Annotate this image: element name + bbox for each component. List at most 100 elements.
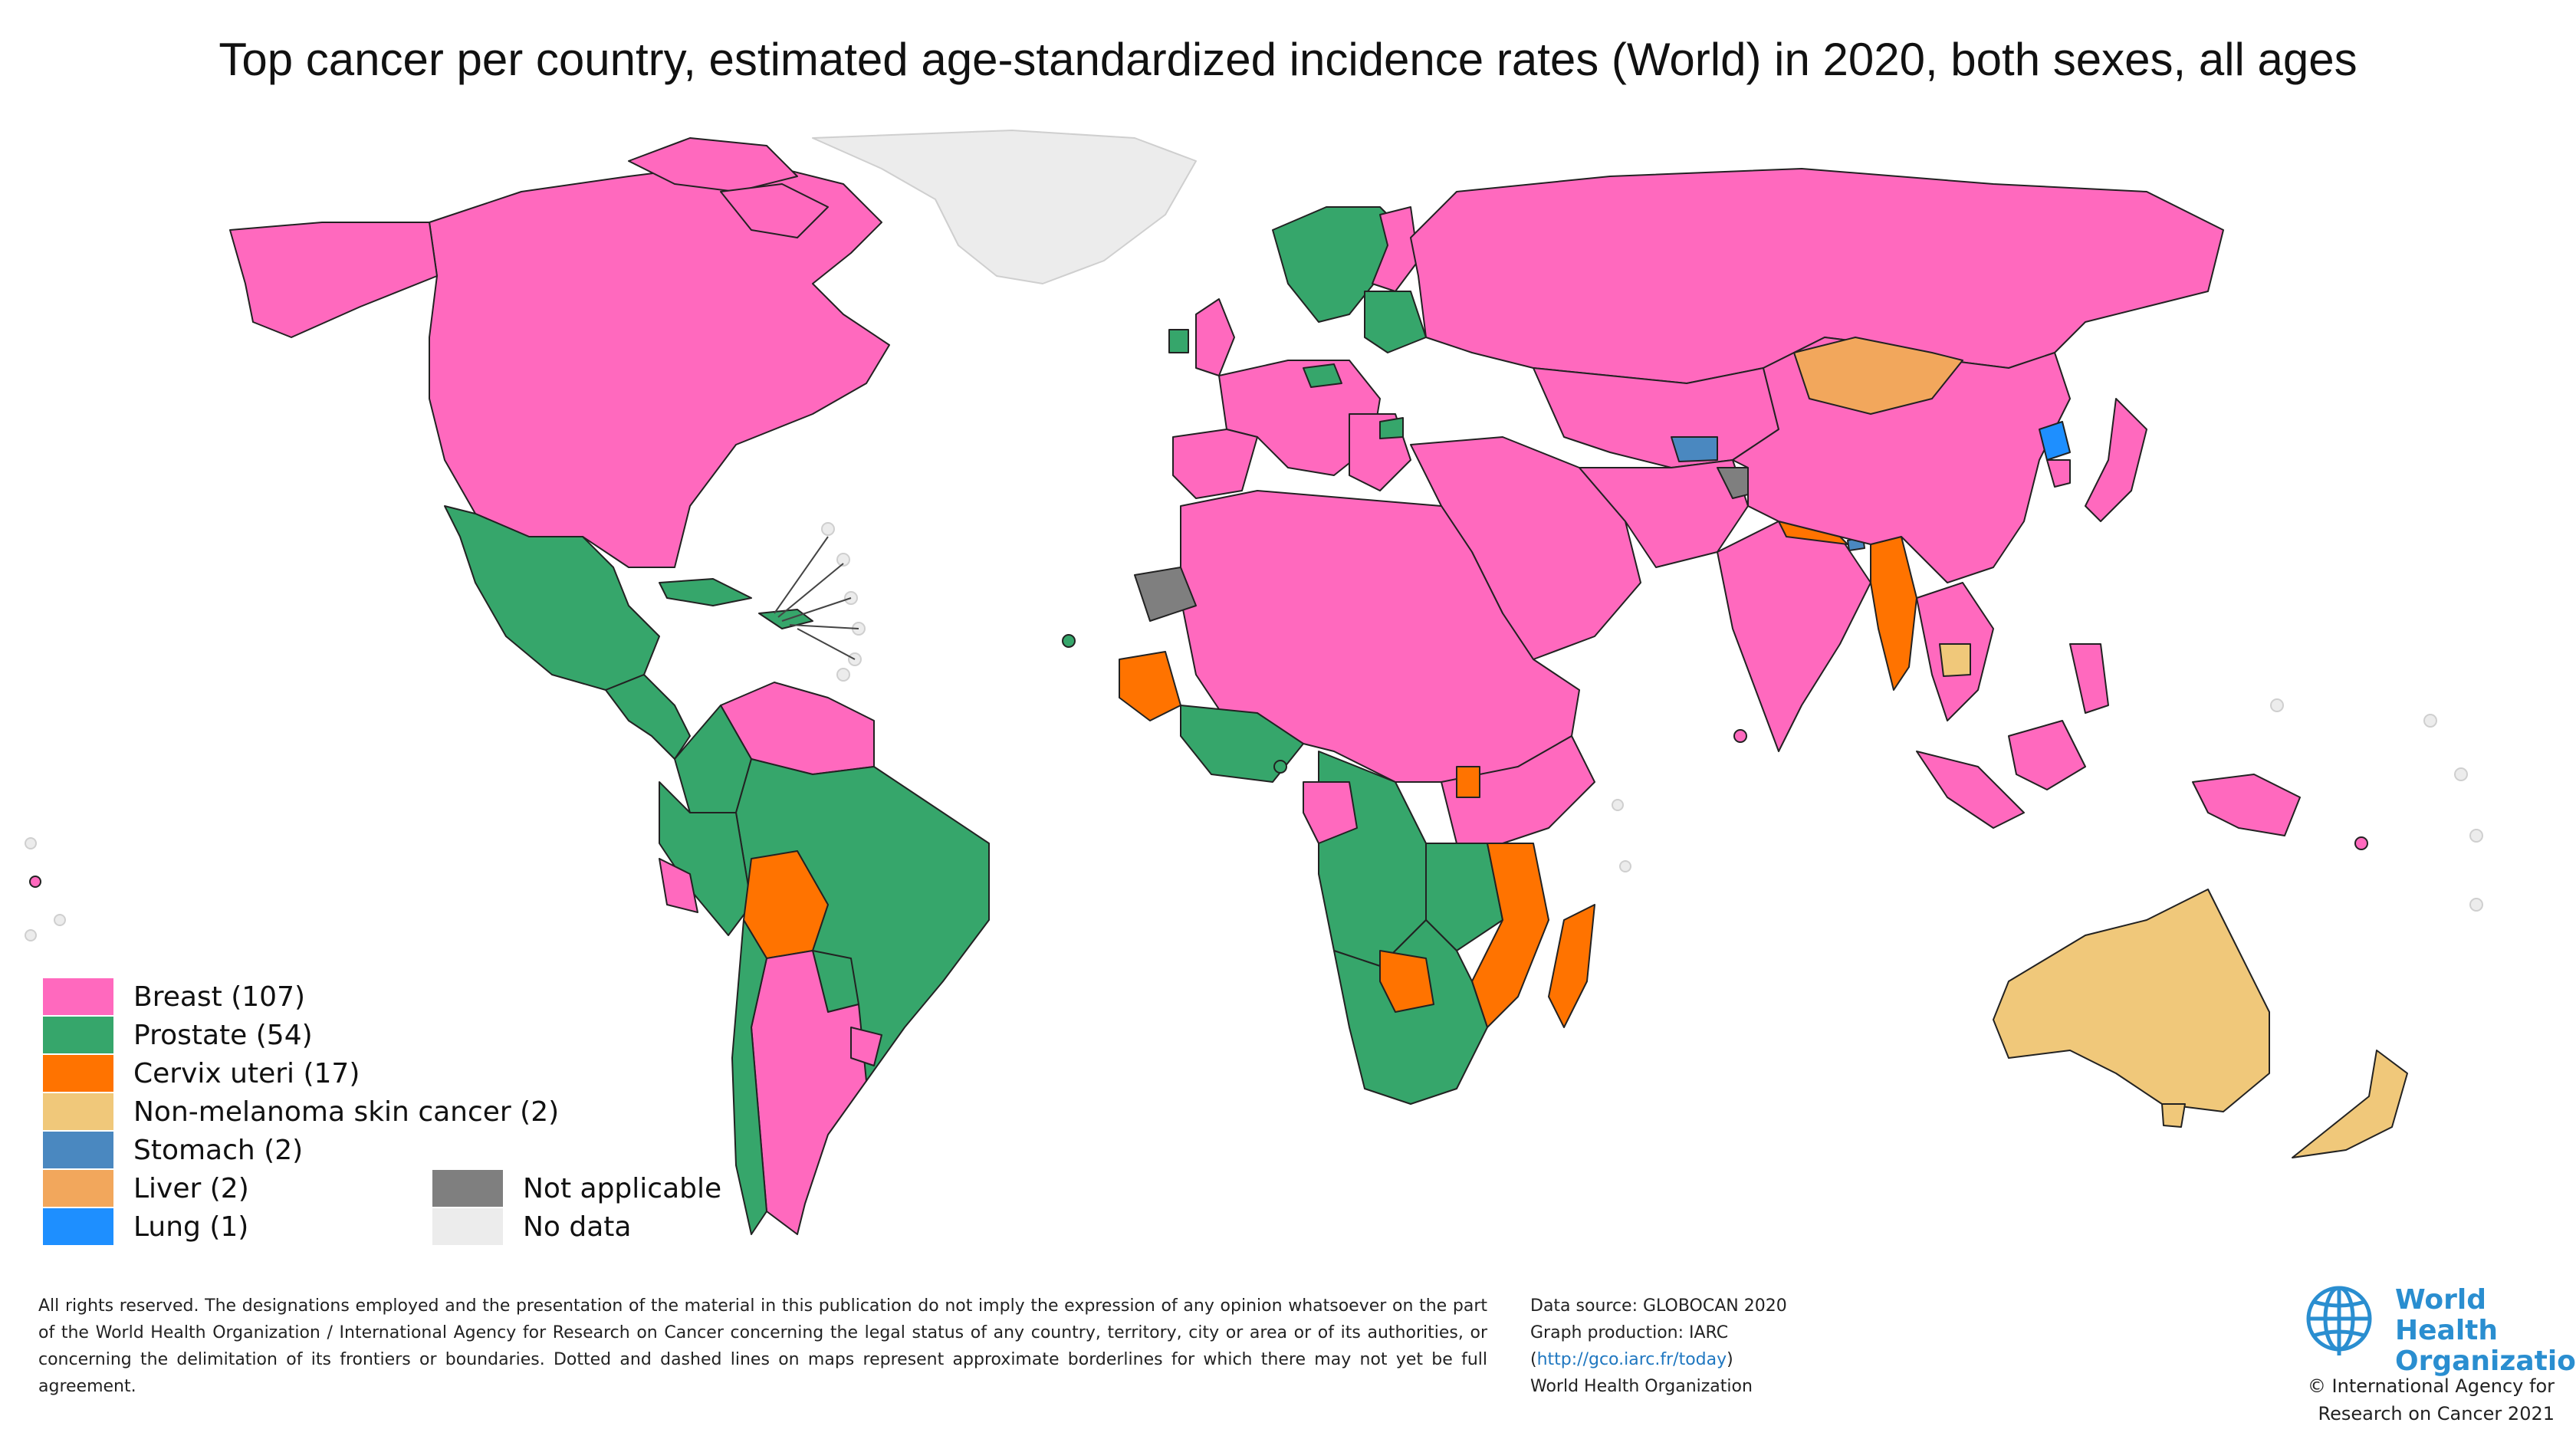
region-chile (731, 919, 767, 1235)
region-uruguay (850, 1027, 882, 1066)
region-tasmania (2161, 1103, 2186, 1128)
legend-swatch (432, 1208, 503, 1245)
legend-swatch (43, 1208, 113, 1245)
legend-label: Stomach (2) (133, 1134, 304, 1166)
region-ireland (1168, 329, 1189, 353)
region-small-island (836, 553, 850, 567)
legend-swatch (43, 1132, 113, 1168)
legend-label: Prostate (54) (133, 1019, 313, 1051)
region-small-island (2469, 829, 2483, 843)
legend-label: Breast (107) (133, 981, 306, 1013)
region-small-island (1733, 729, 1747, 743)
region-small-island (25, 837, 37, 849)
graph-production-line: Graph production: IARC (1530, 1323, 1729, 1342)
region-small-island (821, 522, 835, 536)
legend-item: Liver (2) (43, 1170, 249, 1207)
region-india (1717, 521, 1871, 752)
region-kazakhstan-central-asia (1533, 367, 1779, 468)
leader-line (781, 597, 852, 622)
link-open-paren: ( (1530, 1350, 1537, 1369)
data-source-line: Data source: GLOBOCAN 2020 (1530, 1296, 1787, 1316)
leader-line (789, 624, 859, 629)
map-title: Top cancer per country, estimated age-st… (219, 34, 2358, 85)
region-balkans-green (1379, 417, 1404, 439)
region-small-island (2354, 836, 2368, 850)
region-baltic (1364, 291, 1427, 353)
copyright-line1: © International Agency for (2307, 1375, 2555, 1397)
region-tajikistan (1671, 436, 1718, 462)
region-uganda (1456, 766, 1480, 798)
legend-item: Prostate (54) (43, 1017, 313, 1053)
region-indonesia-west (1916, 751, 2025, 829)
region-alaska (229, 222, 438, 338)
region-small-island (25, 929, 37, 941)
legend-swatch (43, 1093, 113, 1130)
region-japan (2085, 398, 2147, 522)
region-new-zealand (2292, 1050, 2408, 1158)
region-mexico (444, 505, 660, 691)
region-southern-africa (1333, 919, 1488, 1105)
region-borneo (2008, 720, 2086, 790)
region-east-africa-green (1425, 843, 1503, 951)
legend-item: Non-melanoma skin cancer (2) (43, 1093, 559, 1130)
region-central-america (605, 674, 691, 760)
region-small-island (1273, 760, 1287, 774)
legend-label: Liver (2) (133, 1172, 249, 1204)
legend-label: Cervix uteri (17) (133, 1057, 360, 1089)
copyright-text: © International Agency for Research on C… (2308, 1372, 2555, 1428)
legend-label: Lung (1) (133, 1211, 249, 1243)
region-small-island (2454, 767, 2468, 781)
region-small-island (2270, 698, 2284, 712)
legend-swatch (43, 978, 113, 1015)
region-small-island (1612, 799, 1624, 811)
copyright-line2: Research on Cancer 2021 (2318, 1403, 2555, 1424)
region-myanmar (1870, 536, 1917, 691)
legend-swatch (43, 1055, 113, 1092)
region-madagascar (1548, 904, 1595, 1028)
who-emblem-icon (2306, 1286, 2372, 1355)
legend-label: No data (523, 1211, 632, 1243)
region-mongolia (1793, 337, 1963, 415)
region-north-america (429, 160, 890, 568)
data-source-block: Data source: GLOBOCAN 2020 Graph product… (1530, 1293, 1837, 1400)
region-philippines (2069, 643, 2109, 714)
legend-item: No data (432, 1208, 632, 1245)
legend-swatch (432, 1170, 503, 1207)
region-tanzania-mozambique (1471, 843, 1549, 1028)
region-western-sahara (1134, 567, 1197, 622)
region-small-island (2469, 898, 2483, 912)
region-peru-pink (659, 858, 698, 913)
region-small-island (1619, 860, 1631, 872)
region-iran-afghanistan (1579, 459, 1749, 568)
region-zambia-zimbabwe (1379, 950, 1434, 1013)
region-cuba (659, 578, 752, 606)
legend-swatch (43, 1017, 113, 1053)
leader-line (774, 536, 829, 614)
legend-item: Stomach (2) (43, 1132, 303, 1168)
region-arctic-islands-2 (720, 183, 829, 238)
leader-line (797, 628, 856, 660)
gco-link[interactable]: http://gco.iarc.fr/today (1536, 1350, 1727, 1369)
region-iberia (1172, 429, 1258, 499)
region-west-africa-green (1180, 705, 1304, 783)
leader-line (777, 563, 844, 618)
who-logo-line1: World Health (2395, 1284, 2499, 1346)
region-small-island (1062, 634, 1076, 648)
region-small-island (54, 914, 66, 926)
legend-label: Non-melanoma skin cancer (2) (133, 1096, 560, 1128)
legend-item: Breast (107) (43, 978, 305, 1015)
region-west-africa-orange (1119, 651, 1181, 721)
world-choropleth-map (25, 130, 2483, 1235)
region-greenland (812, 130, 1197, 284)
region-arctic-islands (628, 137, 798, 192)
legend-label: Not applicable (523, 1172, 722, 1204)
region-uk (1195, 298, 1235, 376)
organization-line: World Health Organization (1530, 1377, 1753, 1396)
region-cambodia (1939, 643, 1971, 677)
region-small-island (2423, 714, 2437, 728)
who-logo-text: World Health Organization (2395, 1285, 2576, 1377)
disclaimer-text: All rights reserved. The designations em… (38, 1296, 1487, 1396)
legend-swatch (43, 1170, 113, 1207)
region-small-island (29, 876, 41, 888)
link-close-paren: ) (1727, 1350, 1733, 1369)
